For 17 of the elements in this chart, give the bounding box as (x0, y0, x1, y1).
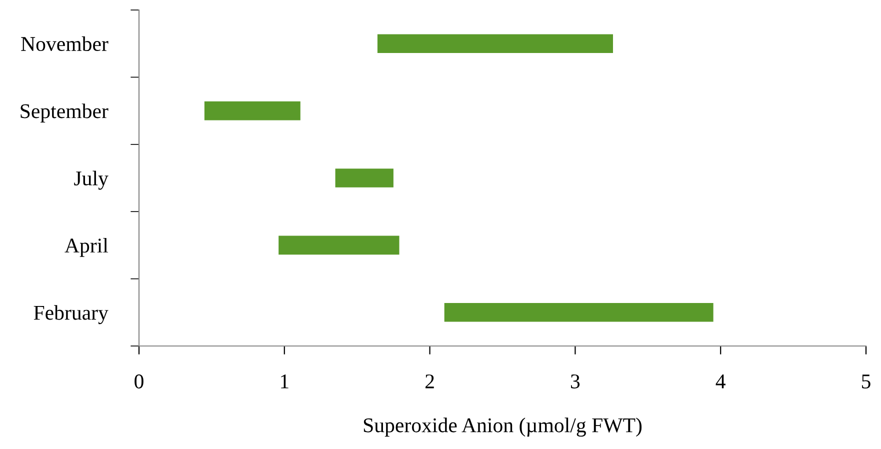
x-tick-label: 1 (281, 374, 288, 388)
y-tick-label: April (64, 238, 108, 257)
bar (278, 236, 400, 255)
bar (335, 168, 394, 188)
bar (377, 34, 614, 54)
x-tick-label: 0 (134, 374, 144, 388)
x-tick-label: 2 (426, 374, 434, 388)
y-tick-label: November (21, 36, 108, 52)
y-tick-label: July (74, 170, 108, 190)
y-tick-label: September (20, 104, 108, 122)
x-tick-label: 3 (570, 374, 580, 388)
x-tick-label: 5 (862, 374, 870, 388)
y-tick-label: February (34, 305, 108, 324)
bar (204, 101, 300, 120)
bar (444, 302, 714, 322)
x-axis-title: Superoxide Anion (µmol/g FWT) (364, 418, 642, 437)
x-tick-label: 4 (716, 374, 726, 388)
